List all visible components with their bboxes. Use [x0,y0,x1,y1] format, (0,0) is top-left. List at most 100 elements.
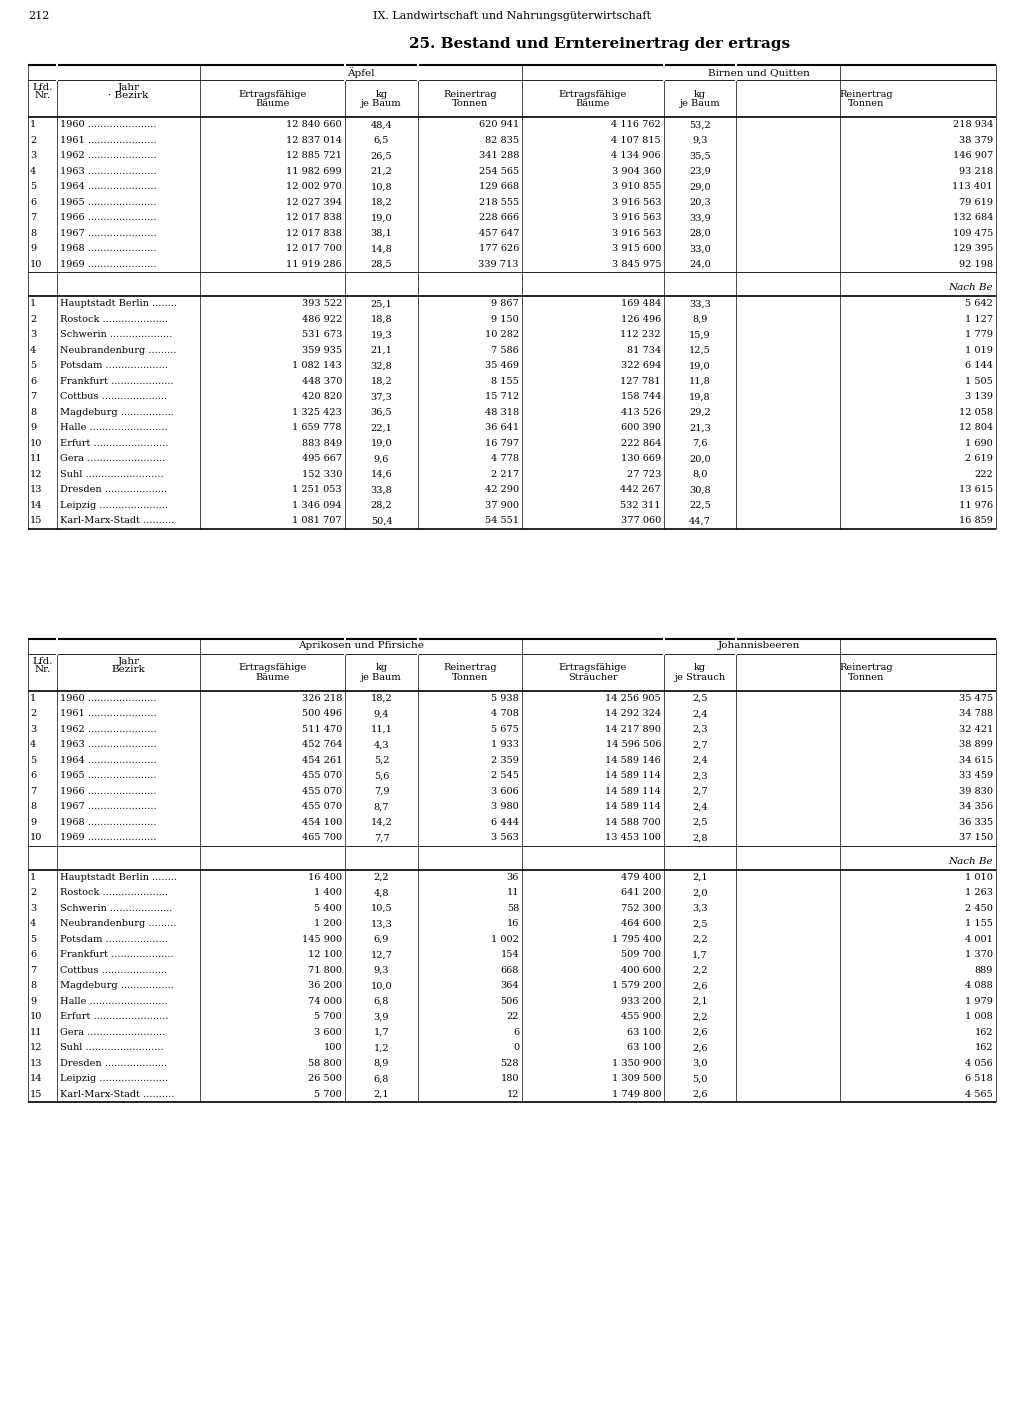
Text: 486 922: 486 922 [302,314,342,324]
Text: 400 600: 400 600 [621,966,662,974]
Text: 2,6: 2,6 [692,1089,708,1099]
Text: je Strauch: je Strauch [675,673,726,681]
Text: 14 589 114: 14 589 114 [605,786,662,796]
Text: 26,5: 26,5 [371,151,392,161]
Text: 2,3: 2,3 [692,771,708,781]
Text: 18,2: 18,2 [371,694,392,702]
Text: 1 400: 1 400 [314,889,342,897]
Text: 222 864: 222 864 [621,439,662,448]
Text: 48 318: 48 318 [485,408,519,417]
Text: 7,7: 7,7 [374,833,389,842]
Text: 28,5: 28,5 [371,260,392,269]
Text: Reinertrag: Reinertrag [840,90,893,100]
Text: 5: 5 [30,361,36,370]
Text: 341 288: 341 288 [478,151,519,161]
Text: 21,1: 21,1 [371,346,392,354]
Text: 3: 3 [30,904,36,913]
Text: 35,5: 35,5 [689,151,711,161]
Text: Halle .........................: Halle ......................... [60,997,168,1005]
Text: 9,3: 9,3 [692,135,708,145]
Text: 2,0: 2,0 [692,889,708,897]
Text: 132 684: 132 684 [952,213,993,222]
Text: Nr.: Nr. [35,91,50,101]
Text: Leipzig ......................: Leipzig ...................... [60,1074,168,1084]
Text: 26 500: 26 500 [308,1074,342,1084]
Text: 3 916 563: 3 916 563 [611,213,662,222]
Text: kg: kg [694,663,707,671]
Text: 169 484: 169 484 [621,299,662,309]
Text: 377 060: 377 060 [621,516,662,525]
Text: 19,0: 19,0 [371,439,392,448]
Text: 3 904 360: 3 904 360 [611,166,662,176]
Text: 3 980: 3 980 [492,802,519,811]
Text: · Bezirk: · Bezirk [109,91,148,101]
Text: 14 589 114: 14 589 114 [605,802,662,811]
Text: 162: 162 [975,1028,993,1037]
Text: 12 837 014: 12 837 014 [286,135,342,145]
Text: 3 915 600: 3 915 600 [611,245,662,253]
Text: 454 261: 454 261 [302,755,342,765]
Text: 2,2: 2,2 [692,966,708,974]
Text: 12: 12 [30,469,43,479]
Text: 16 400: 16 400 [308,873,342,882]
Text: Frankfurt ....................: Frankfurt .................... [60,377,174,385]
Text: Erfurt ........................: Erfurt ........................ [60,1012,169,1021]
Text: 19,0: 19,0 [689,361,711,370]
Text: 509 700: 509 700 [621,950,662,960]
Text: 5 700: 5 700 [314,1012,342,1021]
Text: 5 700: 5 700 [314,1089,342,1099]
Text: 13: 13 [30,485,43,495]
Text: 7 586: 7 586 [492,346,519,354]
Text: Leipzig ......................: Leipzig ...................... [60,501,168,509]
Text: 36: 36 [507,873,519,882]
Text: 2,2: 2,2 [692,934,708,944]
Text: 3,9: 3,9 [374,1012,389,1021]
Text: 39 830: 39 830 [959,786,993,796]
Text: Rostock .....................: Rostock ..................... [60,314,168,324]
Text: 4,8: 4,8 [374,889,389,897]
Text: 2 217: 2 217 [490,469,519,479]
Text: 1968 ......................: 1968 ...................... [60,818,157,826]
Text: 74 000: 74 000 [308,997,342,1005]
Text: Nach Be: Nach Be [948,857,993,866]
Text: 21,2: 21,2 [371,166,392,176]
Text: 448 370: 448 370 [302,377,342,385]
Text: 7: 7 [30,392,36,401]
Text: Nach Be: Nach Be [948,283,993,293]
Text: Jahr: Jahr [118,84,139,92]
Text: 4 001: 4 001 [966,934,993,944]
Text: 27 723: 27 723 [627,469,662,479]
Text: 3 600: 3 600 [314,1028,342,1037]
Text: 3,3: 3,3 [692,904,708,913]
Text: 5 400: 5 400 [314,904,342,913]
Text: 7: 7 [30,786,36,796]
Text: 1: 1 [30,694,36,702]
Text: 50,4: 50,4 [371,516,392,525]
Text: 455 070: 455 070 [302,786,342,796]
Text: 63 100: 63 100 [627,1044,662,1052]
Text: 2 619: 2 619 [966,454,993,464]
Text: 14 596 506: 14 596 506 [605,741,662,749]
Text: 2,2: 2,2 [374,873,389,882]
Text: 1 933: 1 933 [490,741,519,749]
Text: 322 694: 322 694 [621,361,662,370]
Text: 7: 7 [30,213,36,222]
Text: 58 800: 58 800 [308,1059,342,1068]
Text: 5,6: 5,6 [374,771,389,781]
Text: 15: 15 [30,1089,42,1099]
Text: je Baum: je Baum [361,100,401,108]
Text: 33,0: 33,0 [689,245,711,253]
Text: 511 470: 511 470 [302,725,342,734]
Text: 1 251 053: 1 251 053 [293,485,342,495]
Text: 7,6: 7,6 [692,439,708,448]
Text: 14: 14 [30,501,43,509]
Text: 326 218: 326 218 [302,694,342,702]
Text: 10,0: 10,0 [371,981,392,990]
Text: 455 900: 455 900 [621,1012,662,1021]
Text: 35 469: 35 469 [485,361,519,370]
Text: je Baum: je Baum [361,673,401,681]
Text: 4: 4 [30,919,36,929]
Text: 506: 506 [501,997,519,1005]
Text: 3 916 563: 3 916 563 [611,229,662,237]
Text: 5 675: 5 675 [492,725,519,734]
